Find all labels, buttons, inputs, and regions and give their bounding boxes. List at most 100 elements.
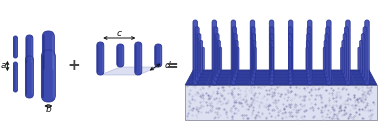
FancyBboxPatch shape (14, 38, 15, 56)
FancyBboxPatch shape (97, 42, 104, 75)
FancyBboxPatch shape (214, 27, 218, 81)
FancyBboxPatch shape (306, 50, 307, 68)
FancyBboxPatch shape (254, 32, 255, 77)
FancyBboxPatch shape (288, 40, 291, 74)
FancyBboxPatch shape (203, 50, 204, 68)
FancyBboxPatch shape (219, 44, 220, 71)
FancyBboxPatch shape (363, 27, 367, 81)
FancyBboxPatch shape (271, 40, 274, 74)
FancyBboxPatch shape (325, 34, 328, 77)
FancyBboxPatch shape (219, 47, 222, 70)
FancyBboxPatch shape (237, 44, 238, 71)
FancyBboxPatch shape (271, 47, 274, 70)
FancyBboxPatch shape (288, 20, 293, 85)
FancyBboxPatch shape (345, 27, 348, 81)
FancyBboxPatch shape (235, 40, 238, 74)
FancyBboxPatch shape (250, 20, 255, 85)
FancyBboxPatch shape (253, 40, 256, 74)
FancyBboxPatch shape (365, 20, 369, 85)
FancyBboxPatch shape (327, 38, 328, 74)
FancyBboxPatch shape (122, 46, 123, 65)
Text: b: b (45, 106, 51, 115)
FancyBboxPatch shape (135, 42, 142, 75)
FancyBboxPatch shape (347, 32, 348, 77)
FancyBboxPatch shape (251, 27, 255, 81)
FancyBboxPatch shape (26, 38, 28, 63)
FancyBboxPatch shape (193, 27, 194, 80)
FancyBboxPatch shape (289, 38, 290, 74)
FancyBboxPatch shape (212, 20, 217, 85)
FancyBboxPatch shape (307, 27, 311, 81)
FancyBboxPatch shape (289, 32, 290, 77)
FancyBboxPatch shape (216, 38, 217, 74)
FancyBboxPatch shape (345, 38, 346, 74)
Text: +: + (67, 58, 80, 73)
FancyBboxPatch shape (270, 32, 271, 77)
FancyBboxPatch shape (198, 32, 199, 77)
FancyBboxPatch shape (14, 65, 15, 90)
FancyBboxPatch shape (26, 60, 27, 95)
FancyBboxPatch shape (346, 27, 347, 80)
FancyBboxPatch shape (307, 50, 308, 68)
FancyBboxPatch shape (235, 32, 236, 77)
FancyBboxPatch shape (291, 32, 292, 77)
FancyBboxPatch shape (288, 34, 292, 77)
FancyBboxPatch shape (25, 56, 33, 98)
FancyBboxPatch shape (233, 32, 234, 77)
FancyBboxPatch shape (160, 46, 161, 65)
FancyBboxPatch shape (234, 34, 237, 77)
FancyBboxPatch shape (343, 34, 346, 77)
FancyBboxPatch shape (254, 47, 256, 70)
FancyBboxPatch shape (233, 27, 236, 81)
Polygon shape (185, 70, 377, 85)
FancyBboxPatch shape (362, 38, 363, 74)
FancyBboxPatch shape (341, 50, 342, 68)
FancyBboxPatch shape (359, 40, 363, 74)
FancyBboxPatch shape (361, 44, 362, 71)
FancyBboxPatch shape (193, 20, 197, 85)
FancyBboxPatch shape (368, 27, 369, 80)
FancyBboxPatch shape (360, 44, 361, 71)
FancyBboxPatch shape (97, 45, 99, 72)
FancyBboxPatch shape (358, 47, 360, 70)
FancyBboxPatch shape (327, 27, 328, 80)
FancyBboxPatch shape (306, 47, 308, 70)
FancyBboxPatch shape (16, 38, 17, 56)
Polygon shape (185, 85, 377, 120)
FancyBboxPatch shape (290, 44, 291, 71)
FancyBboxPatch shape (252, 34, 256, 77)
FancyBboxPatch shape (308, 27, 309, 80)
FancyBboxPatch shape (254, 38, 255, 74)
FancyBboxPatch shape (231, 20, 236, 85)
FancyBboxPatch shape (326, 32, 327, 77)
FancyBboxPatch shape (306, 40, 309, 74)
FancyBboxPatch shape (218, 44, 219, 71)
FancyBboxPatch shape (254, 50, 255, 68)
FancyBboxPatch shape (52, 35, 54, 70)
FancyBboxPatch shape (288, 27, 292, 81)
FancyBboxPatch shape (102, 45, 103, 72)
FancyBboxPatch shape (155, 44, 162, 67)
FancyBboxPatch shape (236, 38, 237, 74)
FancyBboxPatch shape (341, 47, 343, 70)
FancyBboxPatch shape (323, 47, 325, 70)
FancyBboxPatch shape (117, 44, 124, 67)
FancyBboxPatch shape (358, 50, 359, 68)
FancyBboxPatch shape (255, 50, 256, 68)
FancyBboxPatch shape (269, 20, 274, 85)
Text: c: c (117, 28, 122, 37)
FancyBboxPatch shape (289, 50, 290, 68)
FancyBboxPatch shape (326, 27, 330, 81)
FancyBboxPatch shape (32, 60, 33, 95)
FancyBboxPatch shape (307, 34, 310, 77)
FancyBboxPatch shape (41, 50, 55, 102)
FancyBboxPatch shape (361, 34, 365, 77)
FancyBboxPatch shape (26, 35, 33, 65)
FancyBboxPatch shape (216, 34, 219, 77)
FancyBboxPatch shape (255, 44, 256, 71)
Polygon shape (100, 67, 158, 75)
FancyBboxPatch shape (270, 27, 274, 81)
FancyBboxPatch shape (218, 38, 219, 74)
FancyBboxPatch shape (307, 38, 308, 74)
FancyBboxPatch shape (16, 65, 17, 90)
